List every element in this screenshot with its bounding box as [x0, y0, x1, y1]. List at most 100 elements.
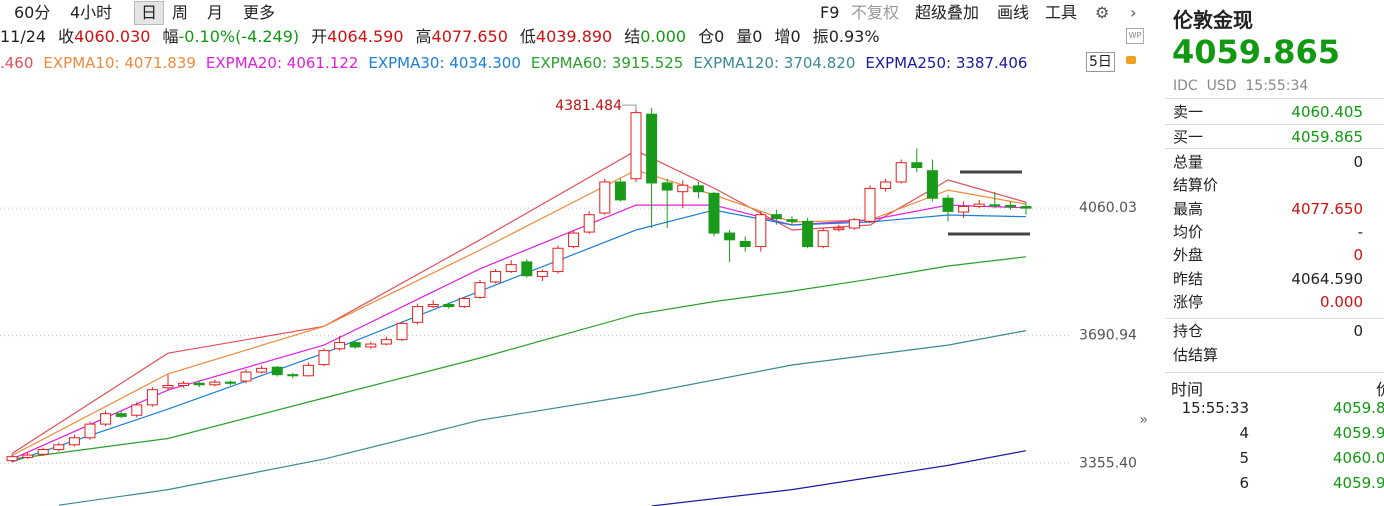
candle-body: [6, 456, 18, 462]
info-value: -0.10%(-4.249): [178, 27, 300, 46]
candle-body: [178, 382, 190, 387]
indicator-line: [11, 169, 1027, 457]
date: 11/24: [0, 27, 47, 46]
period-button[interactable]: 周: [172, 3, 189, 22]
next-icon[interactable]: ›: [1130, 3, 1137, 22]
period-button[interactable]: 4小时: [70, 3, 113, 22]
candle-body: [53, 444, 65, 451]
candle-body: [661, 182, 673, 191]
candle-body: [880, 181, 892, 189]
candle-body: [973, 203, 985, 207]
y-tick-label: 4060.03: [1079, 200, 1137, 216]
candle-body: [958, 205, 970, 213]
candle-body: [817, 230, 829, 248]
candle-body: [334, 342, 346, 350]
candle-body: [724, 232, 736, 241]
tool-button[interactable]: 不复权: [851, 3, 900, 22]
candle-body: [84, 423, 96, 439]
candle-body: [802, 220, 814, 248]
settings-icon[interactable]: ⚙: [1095, 3, 1110, 22]
info-label: 高: [415, 27, 432, 46]
candle-body: [68, 437, 80, 446]
candle-body: [302, 364, 314, 377]
tool-button[interactable]: 工具: [1045, 3, 1078, 22]
candle-body: [162, 385, 174, 389]
info-label: 收: [58, 27, 75, 46]
candle-body: [209, 381, 221, 386]
wp-icon[interactable]: WP: [1126, 28, 1144, 44]
expand-icon[interactable]: »: [1139, 412, 1148, 428]
candle-body: [224, 381, 236, 384]
period-button[interactable]: 更多: [243, 3, 276, 22]
y-tick-label: 3690.94: [1079, 328, 1137, 344]
period-button[interactable]: 60分: [14, 3, 51, 22]
indicator-line: [11, 256, 1027, 460]
candle-body: [458, 297, 470, 308]
candle-body: [490, 271, 502, 283]
chart: » 4060.03 3690.94 3355.40 4381.484: [0, 98, 1148, 506]
indicator-line: [11, 149, 1027, 455]
candle-body: [926, 170, 938, 199]
legend-entry: EXPMA30: 4034.300: [368, 54, 521, 72]
candle-body: [630, 112, 642, 180]
candle-body: [256, 367, 268, 373]
legend-entry: .460: [0, 54, 34, 72]
info-label: 低: [519, 27, 536, 46]
tool-button[interactable]: 画线: [997, 3, 1030, 22]
high-annotation: 4381.484: [555, 98, 622, 114]
info-label: 仓: [698, 27, 715, 46]
candle-body: [287, 374, 299, 377]
quote-panel: [1153, 0, 1384, 506]
candle-body: [911, 162, 923, 168]
candle-body: [864, 187, 876, 222]
candle-body: [646, 113, 658, 184]
info-value: 0: [714, 27, 725, 46]
candle-body: [131, 404, 143, 416]
candle-body: [1020, 206, 1032, 209]
indicator-legend: .460 EXPMA10: 4071.839 EXPMA20: 4061.122 EX…: [0, 52, 1082, 74]
candle-body: [396, 322, 408, 341]
indicator-line: [58, 330, 1027, 506]
candle-body: [755, 214, 767, 248]
info-value: 4064.590: [327, 27, 404, 46]
legend-entry: EXPMA250: 3387.406: [865, 54, 1028, 72]
legend-entry: EXPMA60: 3915.525: [530, 54, 684, 72]
info-label: 幅: [162, 27, 179, 46]
candle-body: [1004, 204, 1016, 208]
info-value: 0.93%: [828, 27, 880, 46]
info-label: 结: [624, 27, 641, 46]
info-value: 0: [752, 27, 763, 46]
candle-body: [349, 342, 361, 348]
candle-body: [22, 454, 34, 458]
candle-body: [474, 282, 486, 298]
tool-button[interactable]: 超级叠加: [915, 3, 980, 22]
info-label: 量: [736, 27, 753, 46]
info-value: 4060.030: [74, 27, 151, 46]
candle-body: [833, 227, 845, 231]
tool-button[interactable]: F9: [820, 3, 840, 22]
period-button[interactable]: 日: [134, 1, 165, 25]
candle-body: [599, 181, 611, 214]
y-tick-label: 3355.40: [1079, 455, 1137, 471]
period-button[interactable]: 月: [207, 3, 224, 22]
info-label: 开: [311, 27, 328, 46]
info-value: 4039.890: [535, 27, 613, 46]
indicator-line: [11, 204, 1027, 460]
candle-body: [770, 214, 782, 220]
candle-body: [412, 306, 424, 323]
info-label: 振: [812, 27, 829, 46]
candle-body: [193, 382, 205, 386]
candle-body: [505, 264, 517, 273]
candle-body: [536, 271, 548, 277]
period-box[interactable]: 5日: [1086, 52, 1115, 72]
candle-body: [568, 232, 580, 248]
candle-body: [614, 181, 626, 201]
candle-body: [427, 303, 439, 308]
lock-icon[interactable]: [1126, 56, 1136, 64]
candle-body: [692, 185, 704, 193]
info-row: 11/24 收4060.030 幅-0.10%(-4.249) 开4064.590 高 4…: [0, 26, 892, 48]
candle-body: [552, 247, 564, 273]
candle-body: [739, 240, 751, 248]
info-value: 0: [790, 27, 801, 46]
candle-body: [708, 192, 720, 234]
